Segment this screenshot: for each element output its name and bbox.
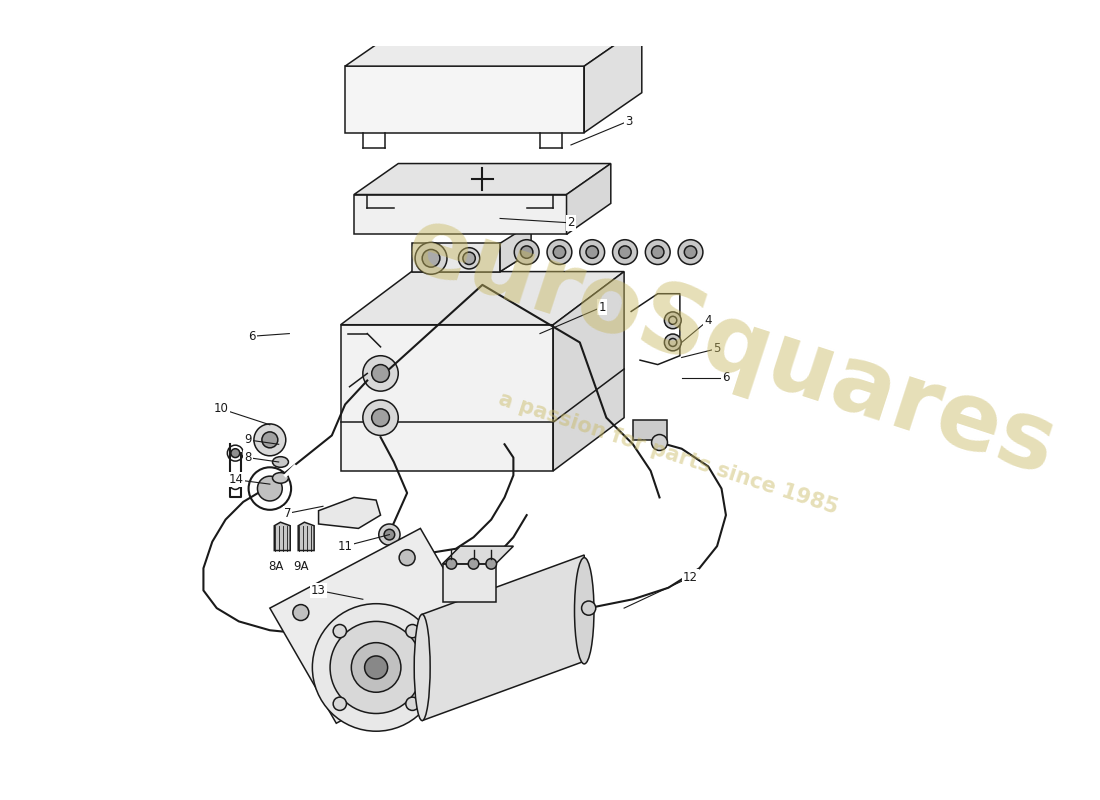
Text: 13: 13 — [311, 584, 326, 597]
Text: 3: 3 — [625, 114, 632, 127]
Circle shape — [448, 640, 464, 656]
Polygon shape — [274, 522, 290, 550]
Ellipse shape — [574, 558, 594, 664]
Polygon shape — [442, 564, 496, 602]
Ellipse shape — [273, 457, 288, 467]
Polygon shape — [411, 252, 531, 271]
Circle shape — [372, 409, 389, 426]
Circle shape — [293, 605, 309, 621]
Circle shape — [257, 476, 283, 501]
Circle shape — [262, 432, 278, 448]
Polygon shape — [500, 224, 531, 271]
Text: 14: 14 — [229, 474, 244, 486]
Circle shape — [351, 642, 400, 692]
Circle shape — [422, 250, 440, 267]
Circle shape — [231, 449, 240, 458]
Circle shape — [342, 695, 358, 711]
Polygon shape — [270, 529, 487, 723]
Circle shape — [254, 424, 286, 456]
Circle shape — [447, 558, 456, 569]
Circle shape — [520, 246, 532, 258]
Text: 10: 10 — [213, 402, 229, 415]
Polygon shape — [341, 271, 624, 325]
Circle shape — [463, 252, 475, 265]
Text: 8: 8 — [244, 451, 252, 464]
Polygon shape — [341, 325, 553, 471]
Circle shape — [333, 697, 346, 710]
Circle shape — [580, 240, 605, 265]
Circle shape — [586, 246, 598, 258]
Polygon shape — [354, 163, 610, 194]
Circle shape — [684, 246, 696, 258]
Text: 4: 4 — [704, 314, 712, 326]
Circle shape — [582, 601, 596, 615]
Circle shape — [378, 524, 400, 546]
Text: 8A: 8A — [268, 560, 284, 573]
Text: 11: 11 — [338, 540, 353, 553]
Text: euroSquares: euroSquares — [395, 198, 1066, 495]
Circle shape — [678, 240, 703, 265]
Circle shape — [651, 246, 664, 258]
Circle shape — [547, 240, 572, 265]
Text: 2: 2 — [568, 216, 574, 230]
Circle shape — [312, 604, 440, 731]
Text: 1: 1 — [598, 301, 606, 314]
Polygon shape — [345, 26, 641, 66]
Polygon shape — [354, 194, 566, 234]
Text: 9: 9 — [244, 434, 252, 446]
Text: 7: 7 — [284, 507, 292, 520]
Text: 12: 12 — [683, 570, 698, 584]
Circle shape — [415, 242, 447, 274]
Circle shape — [515, 240, 539, 265]
Circle shape — [330, 622, 422, 714]
Text: 6: 6 — [723, 371, 729, 384]
Circle shape — [399, 550, 415, 566]
Polygon shape — [442, 546, 514, 564]
Circle shape — [372, 365, 389, 382]
Polygon shape — [319, 498, 381, 529]
Circle shape — [364, 656, 387, 679]
Text: 9A: 9A — [293, 560, 309, 573]
Circle shape — [459, 248, 480, 269]
Text: a passion for parts since 1985: a passion for parts since 1985 — [496, 389, 840, 518]
Ellipse shape — [273, 473, 288, 483]
Circle shape — [333, 625, 346, 638]
Polygon shape — [298, 522, 315, 550]
Polygon shape — [345, 66, 584, 133]
Circle shape — [664, 334, 681, 351]
Circle shape — [553, 246, 565, 258]
Polygon shape — [411, 243, 500, 271]
Circle shape — [384, 530, 395, 540]
Circle shape — [486, 558, 496, 569]
Polygon shape — [422, 555, 584, 721]
Circle shape — [406, 697, 419, 710]
Polygon shape — [553, 271, 624, 471]
Circle shape — [613, 240, 637, 265]
Polygon shape — [566, 163, 610, 234]
Circle shape — [651, 434, 668, 450]
Polygon shape — [632, 420, 667, 440]
Text: 6: 6 — [249, 330, 256, 342]
Circle shape — [619, 246, 631, 258]
Polygon shape — [584, 26, 641, 133]
Circle shape — [363, 400, 398, 435]
Circle shape — [646, 240, 670, 265]
Circle shape — [406, 625, 419, 638]
Circle shape — [664, 312, 681, 329]
Text: 5: 5 — [714, 342, 720, 355]
Ellipse shape — [415, 614, 430, 721]
Circle shape — [363, 356, 398, 391]
Circle shape — [469, 558, 478, 569]
